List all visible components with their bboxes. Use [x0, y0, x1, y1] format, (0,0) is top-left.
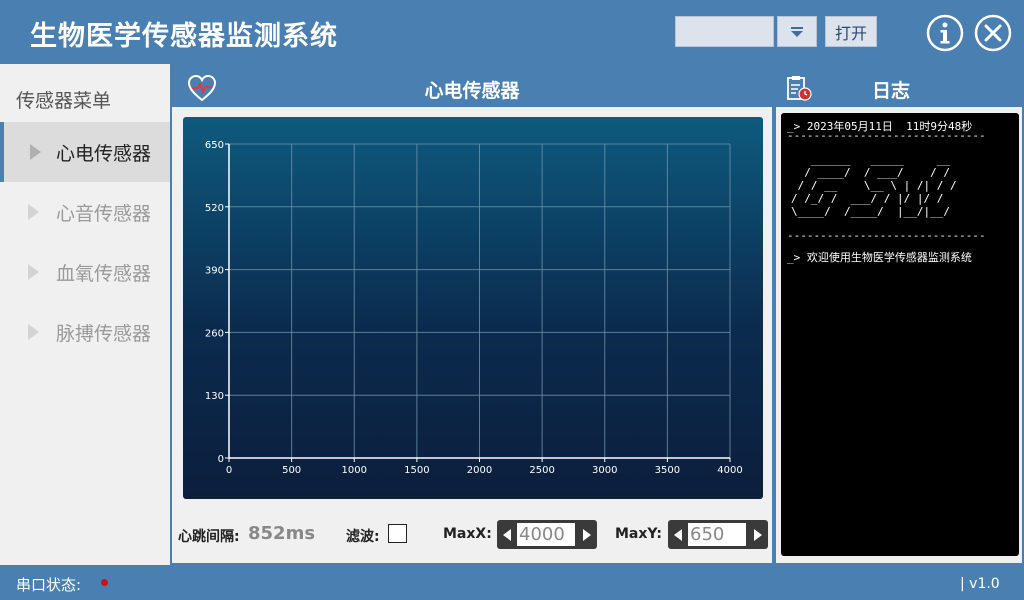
decrement-arrow-icon[interactable] — [503, 529, 511, 541]
open-port-button[interactable]: 打开 — [825, 16, 877, 47]
title-bar: 生物医学传感器监测系统 打开 — [0, 0, 1024, 64]
log-line-welcome: _> 欢迎使用生物医学传感器监测系统 — [787, 251, 972, 264]
log-title: 日志 — [872, 80, 911, 102]
panel-title: 心电传感器 — [424, 80, 520, 102]
maxy-label: MaxY: — [615, 526, 662, 542]
x-tick-label: 1500 — [404, 465, 429, 476]
filter-checkbox[interactable] — [388, 524, 407, 543]
serial-status-label: 串口状态: — [16, 576, 82, 594]
increment-arrow-icon[interactable] — [754, 529, 762, 541]
filter-label: 滤波: — [346, 529, 380, 545]
maxx-value[interactable]: 4000 — [517, 523, 575, 546]
log-clipboard-icon — [787, 76, 812, 101]
status-bar: 串口状态: | v1.0 — [0, 565, 1024, 600]
x-tick-label: 3000 — [592, 465, 617, 476]
chevron-down-icon — [791, 26, 803, 37]
log-console: _> 2023年05月11日 11时9分48秒 ----------------… — [781, 113, 1019, 556]
sidebar-item-heart-sound[interactable]: 心音传感器 — [0, 182, 170, 242]
x-tick-label: 0 — [226, 465, 232, 476]
main-panel: 心电传感器 0 500 1000 1500 2000 2500 3000 3500 4000 0 1… — [172, 68, 772, 563]
heartbeat-interval-label: 心跳间隔: — [178, 529, 240, 545]
version-label: | v1.0 — [960, 576, 1000, 592]
x-tick-label: 2000 — [467, 465, 492, 476]
y-tick-label: 130 — [205, 391, 224, 402]
maxx-label: MaxX: — [443, 526, 492, 542]
decrement-arrow-icon[interactable] — [674, 529, 682, 541]
play-triangle-icon — [28, 204, 39, 220]
y-tick-label: 260 — [205, 328, 224, 339]
play-triangle-icon — [28, 324, 39, 340]
ecg-chart-svg: 0 500 1000 1500 2000 2500 3000 3500 4000 0 130 260 3… — [205, 140, 743, 476]
x-tick-label: 2500 — [529, 465, 554, 476]
heartbeat-interval-value: 852ms — [248, 523, 316, 544]
ecg-chart: 0 500 1000 1500 2000 2500 3000 3500 4000 0 130 260 3… — [183, 117, 763, 499]
log-line-timestamp: _> 2023年05月11日 11时9分48秒 — [787, 120, 973, 133]
play-triangle-icon — [28, 264, 39, 280]
maxy-stepper[interactable]: 650 — [668, 520, 768, 549]
log-panel: 日志 _> 2023年05月11日 11时9分48秒 -------------… — [776, 68, 1022, 563]
y-tick-label: 520 — [205, 203, 224, 214]
log-separator: ------------------------------ — [787, 229, 986, 242]
app-title: 生物医学传感器监测系统 — [30, 21, 338, 52]
x-tick-label: 3500 — [655, 465, 680, 476]
y-tick-label: 650 — [205, 140, 224, 151]
sidebar: 传感器菜单 心电传感器 心音传感器 血氧传感器 脉搏传感器 — [0, 64, 170, 565]
heart-pulse-icon — [187, 74, 217, 102]
control-row: 心跳间隔: 852ms 滤波: MaxX: 4000 MaxY: 650 — [172, 514, 772, 554]
x-tick-label: 1000 — [342, 465, 367, 476]
serial-port-select[interactable] — [675, 16, 774, 47]
y-tick-label: 390 — [205, 266, 224, 277]
log-separator: ------------------------------ — [787, 129, 986, 142]
x-tick-label: 500 — [282, 465, 301, 476]
serial-port-dropdown-button[interactable] — [777, 16, 817, 47]
info-icon[interactable] — [926, 14, 964, 52]
sidebar-item-label: 脉搏传感器 — [56, 323, 152, 345]
sidebar-item-ecg[interactable]: 心电传感器 — [0, 122, 170, 182]
log-ascii-banner: ______ _____ __ / ____/ / ___/ / / / / _… — [791, 153, 957, 218]
sidebar-item-blood-oxygen[interactable]: 血氧传感器 — [0, 242, 170, 302]
serial-status-indicator — [101, 579, 108, 586]
increment-arrow-icon[interactable] — [583, 529, 591, 541]
close-icon[interactable] — [974, 14, 1012, 52]
sidebar-title: 传感器菜单 — [16, 90, 112, 112]
play-triangle-icon — [30, 144, 41, 160]
sidebar-item-pulse[interactable]: 脉搏传感器 — [0, 302, 170, 362]
sidebar-item-label: 心电传感器 — [56, 143, 152, 165]
sidebar-item-label: 血氧传感器 — [56, 263, 152, 285]
log-header: 日志 — [776, 68, 1022, 107]
maxx-stepper[interactable]: 4000 — [497, 520, 597, 549]
sidebar-item-label: 心音传感器 — [56, 203, 152, 225]
y-tick-label: 0 — [218, 454, 224, 465]
x-tick-label: 4000 — [717, 465, 742, 476]
maxy-value[interactable]: 650 — [688, 523, 746, 546]
main-header: 心电传感器 — [172, 68, 772, 107]
